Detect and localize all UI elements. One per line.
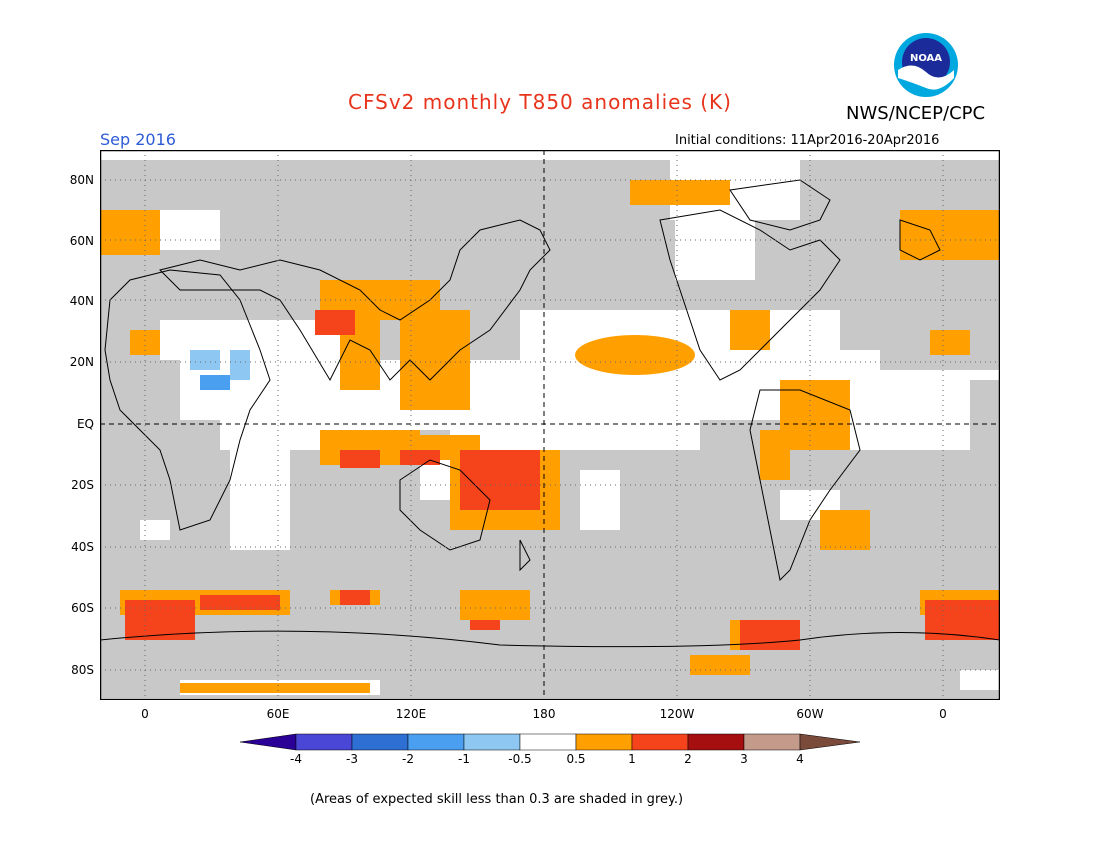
lat-label: 60S: [71, 601, 94, 615]
coastlines: [100, 179, 1000, 648]
colorbar: [240, 733, 860, 751]
valid-month-label: Sep 2016: [100, 130, 176, 149]
colorbar-swatch: [631, 733, 689, 751]
colorbar-low-arrow: [240, 733, 297, 751]
lat-label: 80S: [71, 663, 94, 677]
colorbar-swatch: [743, 733, 801, 751]
colorbar-label: 2: [684, 752, 692, 766]
colorbar-swatch: [519, 733, 577, 751]
lat-label: 60N: [69, 234, 94, 248]
lat-label: EQ: [76, 417, 94, 431]
colorbar-swatch: [351, 733, 409, 751]
lon-label: 60E: [266, 707, 290, 721]
chart-title: CFSv2 monthly T850 anomalies (K): [348, 90, 732, 114]
colorbar-label: 0.5: [566, 752, 586, 766]
graticule: [100, 150, 1000, 700]
blue-anomalies: [190, 350, 250, 390]
colorbar-label: 4: [796, 752, 804, 766]
lat-label: 20S: [71, 478, 94, 492]
colorbar-label: -4: [290, 752, 302, 766]
colorbar-label: -2: [402, 752, 414, 766]
lon-label: 120W: [659, 707, 695, 721]
organization-label: NWS/NCEP/CPC: [846, 103, 986, 124]
colorbar-label: 1: [628, 752, 636, 766]
colorbar-label: -3: [346, 752, 358, 766]
lon-label: 120E: [395, 707, 427, 721]
anomaly-map: [100, 150, 1000, 700]
equator-dateline: [100, 150, 1000, 700]
lon-label: 0: [939, 707, 947, 721]
noaa-logo: NOAA: [894, 33, 958, 97]
colorbar-label: -1: [458, 752, 470, 766]
colorbar-swatch: [575, 733, 633, 751]
red-anomalies: [125, 310, 1000, 650]
colorbar-swatch: [463, 733, 521, 751]
lat-label: 80N: [69, 173, 94, 187]
colorbar-high-arrow: [799, 733, 860, 751]
colorbar-label: -0.5: [508, 752, 532, 766]
colorbar-swatch: [687, 733, 745, 751]
initial-conditions-label: Initial conditions: 11Apr2016-20Apr2016: [675, 133, 940, 148]
skill-footnote: (Areas of expected skill less than 0.3 a…: [310, 792, 684, 807]
lat-label: 20N: [69, 355, 94, 369]
lon-label: 60W: [796, 707, 824, 721]
lon-label: 180: [532, 707, 556, 721]
logo-text: NOAA: [910, 53, 942, 64]
colorbar-swatch: [407, 733, 465, 751]
colorbar-label: 3: [740, 752, 748, 766]
lat-label: 40S: [71, 540, 94, 554]
lon-label: 0: [141, 707, 149, 721]
lat-label: 40N: [69, 294, 94, 308]
colorbar-swatch: [295, 733, 353, 751]
